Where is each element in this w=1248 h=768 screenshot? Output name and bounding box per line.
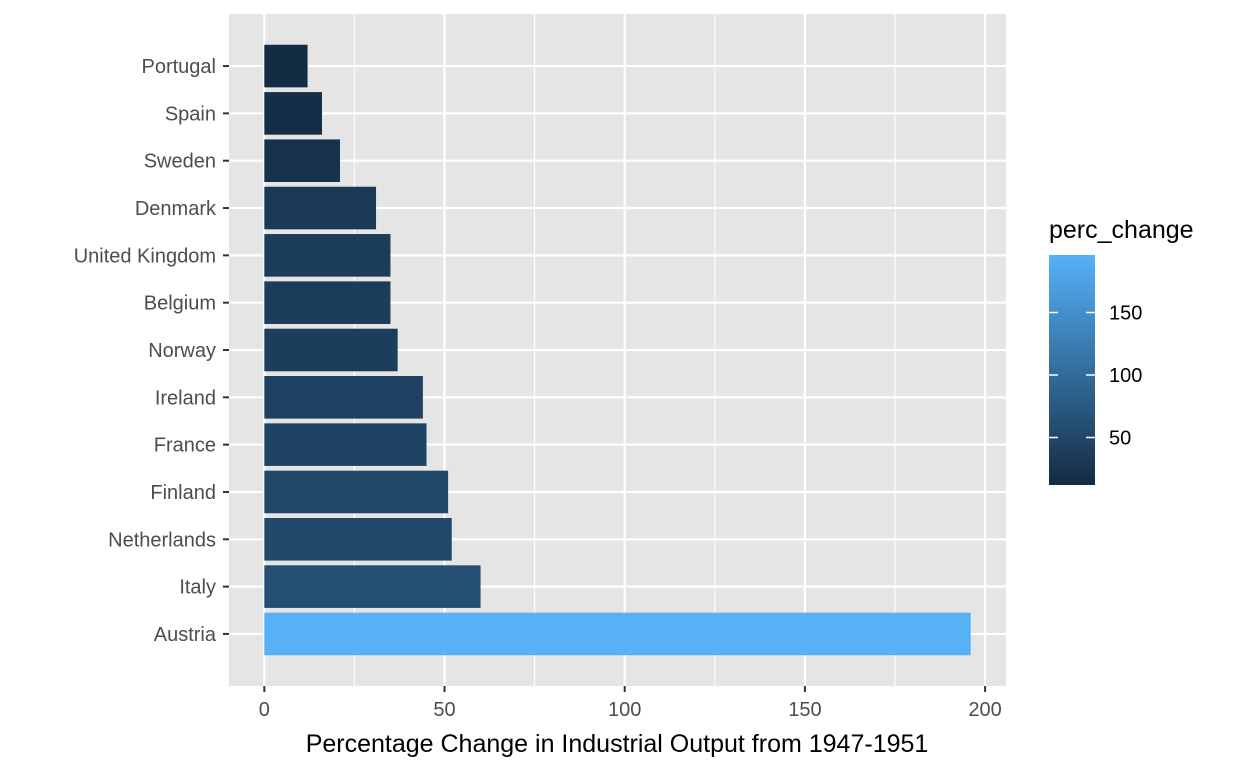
bar-united-kingdom xyxy=(264,234,391,277)
legend-title: perc_change xyxy=(1049,216,1194,244)
x-tick-label-100: 100 xyxy=(608,699,641,721)
y-tick-label-finland: Finland xyxy=(150,482,216,504)
bar-spain xyxy=(264,92,322,135)
bar-finland xyxy=(264,470,449,514)
y-tick-label-united-kingdom: United Kingdom xyxy=(74,245,216,267)
y-tick-label-ireland: Ireland xyxy=(155,387,216,409)
legend-ticks: 50 100 150 xyxy=(1049,303,1142,450)
bar-netherlands xyxy=(264,518,452,561)
y-tick-label-sweden: Sweden xyxy=(144,151,216,173)
x-axis-title: Percentage Change in Industrial Output f… xyxy=(306,730,929,758)
bar-belgium xyxy=(264,281,391,324)
bar-sweden xyxy=(264,139,340,182)
y-tick-label-italy: Italy xyxy=(179,577,216,599)
bars-layer xyxy=(264,44,971,656)
x-axis: 0 50 100 150 200 xyxy=(259,686,1002,721)
legend: perc_change 50 100 150 xyxy=(1049,216,1194,485)
bar-denmark xyxy=(264,186,377,230)
legend-tick-label-50: 50 xyxy=(1109,428,1131,450)
bar-norway xyxy=(264,328,398,372)
legend-colorbar xyxy=(1049,255,1095,485)
y-tick-label-portugal: Portugal xyxy=(142,56,217,78)
y-tick-label-austria: Austria xyxy=(154,624,217,646)
y-tick-label-denmark: Denmark xyxy=(135,198,217,220)
legend-tick-label-100: 100 xyxy=(1109,365,1142,387)
legend-tick-label-150: 150 xyxy=(1109,303,1142,325)
bar-austria xyxy=(264,612,971,656)
y-tick-label-norway: Norway xyxy=(148,340,216,362)
x-tick-label-200: 200 xyxy=(968,699,1001,721)
y-tick-label-spain: Spain xyxy=(165,103,216,125)
x-tick-label-150: 150 xyxy=(788,699,821,721)
x-tick-label-0: 0 xyxy=(259,699,270,721)
bar-italy xyxy=(264,565,481,608)
y-tick-label-france: France xyxy=(154,435,216,457)
bar-ireland xyxy=(264,376,423,419)
y-axis: Austria Italy Netherlands Finland France Irel… xyxy=(74,56,229,646)
y-tick-label-netherlands: Netherlands xyxy=(108,529,216,551)
bar-portugal xyxy=(264,44,308,88)
bar-france xyxy=(264,423,427,466)
x-tick-label-50: 50 xyxy=(433,699,455,721)
y-tick-label-belgium: Belgium xyxy=(144,293,216,315)
